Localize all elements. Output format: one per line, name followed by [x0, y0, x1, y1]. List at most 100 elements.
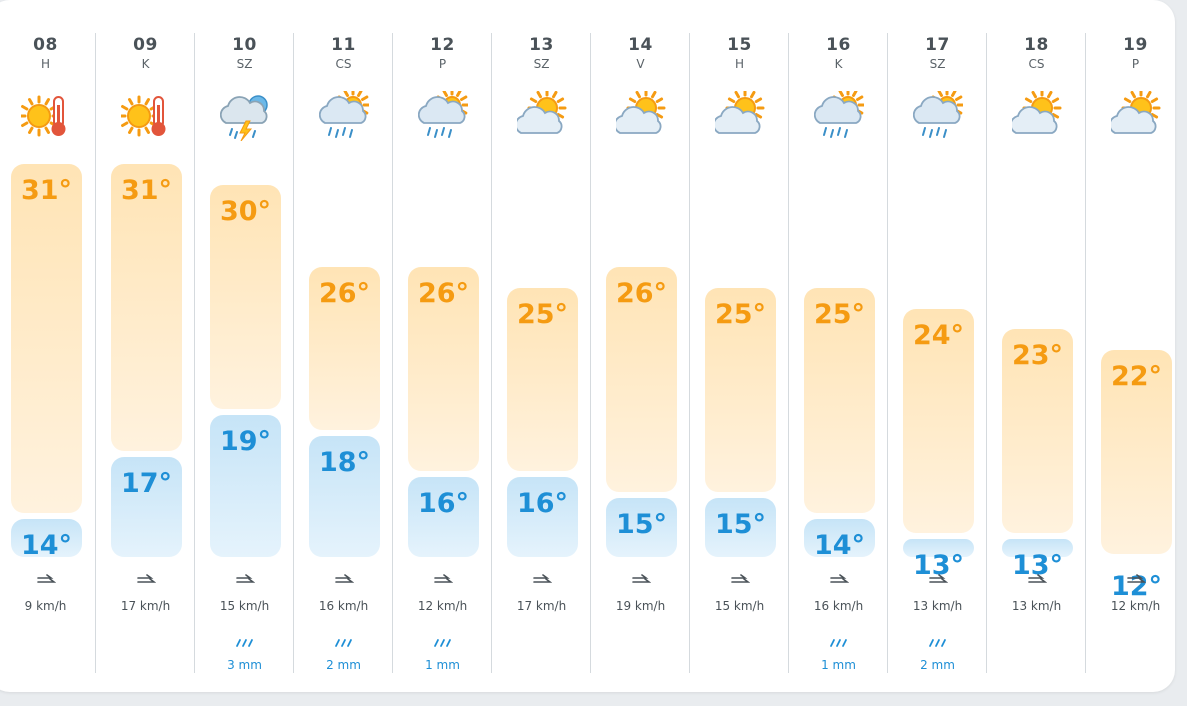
- precipitation: 1 mm: [425, 658, 460, 672]
- wind-icon: [789, 574, 888, 594]
- low-temp: 17°: [120, 467, 173, 499]
- high-temp: 26°: [615, 278, 668, 310]
- low-temp-bar: 13°: [1002, 539, 1073, 581]
- day-column[interactable]: 19 P 22° 12° 12 km/h: [1085, 33, 1185, 673]
- low-temp-bar: 15°: [606, 497, 677, 557]
- day-number: 11: [331, 35, 356, 55]
- low-temp: 13°: [912, 550, 965, 582]
- day-column[interactable]: 09 K 31° 17° 17 km/h: [95, 33, 195, 673]
- wind-icon: [492, 574, 591, 594]
- high-temp-bar: 26°: [309, 267, 380, 430]
- wind-icon: [96, 574, 195, 594]
- wind-speed: 12 km/h: [417, 599, 468, 613]
- partly-cloudy-icon: [712, 88, 765, 141]
- high-temp: 23°: [1011, 340, 1064, 372]
- weekday-abbr: K: [141, 57, 150, 71]
- day-column[interactable]: 08 H 31° 14° 9 km/h: [0, 33, 95, 673]
- forecast-card: 08 H 31° 14° 9 km/h 09 K 3: [0, 0, 1175, 692]
- day-column[interactable]: 17 SZ 24° 13° 13 km/h 2 mm: [887, 33, 987, 673]
- rain-drops-icon: [789, 638, 888, 650]
- partly-cloudy-icon: [514, 88, 567, 141]
- precipitation: 2 mm: [326, 658, 361, 672]
- weekday-abbr: K: [834, 57, 843, 71]
- wind-speed: 15 km/h: [714, 599, 765, 613]
- wind-speed: 12 km/h: [1110, 599, 1161, 613]
- high-temp: 26°: [318, 278, 371, 310]
- high-temp-bar: 26°: [408, 267, 479, 472]
- high-temp-bar: 22°: [1101, 350, 1172, 554]
- day-number: 09: [133, 35, 158, 55]
- partly-cloudy-icon: [613, 88, 666, 141]
- wind-icon: [591, 574, 690, 594]
- day-number: 14: [628, 35, 653, 55]
- wind-icon: [888, 574, 987, 594]
- wind-speed: 16 km/h: [813, 599, 864, 613]
- precipitation: 3 mm: [227, 658, 262, 672]
- high-temp-bar: 25°: [705, 288, 776, 492]
- low-temp-bar: 18°: [309, 435, 380, 557]
- day-column[interactable]: 10 SZ 30° 19° 15 km/h 3 mm: [194, 33, 294, 673]
- wind-speed: 17 km/h: [120, 599, 171, 613]
- sun-rain-icon: [417, 87, 470, 141]
- sun-rain-icon: [813, 87, 866, 141]
- day-number: 19: [1123, 35, 1148, 55]
- low-temp: 14°: [20, 529, 73, 561]
- sun-rain-icon: [318, 87, 371, 141]
- wind-icon: [1086, 574, 1185, 594]
- day-column[interactable]: 11 CS 26° 18° 16 km/h 2 mm: [293, 33, 393, 673]
- weekday-abbr: H: [734, 57, 745, 71]
- day-column[interactable]: 12 P 26° 16° 12 km/h 1 mm: [392, 33, 492, 673]
- weekday-abbr: SZ: [236, 57, 253, 71]
- day-number: 17: [925, 35, 950, 55]
- low-temp: 15°: [615, 508, 668, 540]
- weekday-abbr: SZ: [929, 57, 946, 71]
- precipitation: 2 mm: [920, 658, 955, 672]
- low-temp: 19°: [219, 426, 272, 458]
- weekday-abbr: CS: [1028, 57, 1045, 71]
- low-temp: 12°: [1110, 571, 1163, 602]
- low-temp-bar: 14°: [804, 518, 875, 561]
- low-temp: 16°: [516, 488, 569, 520]
- rain-drops-icon: [393, 638, 492, 650]
- wind-speed: 9 km/h: [24, 599, 67, 613]
- high-temp: 26°: [417, 278, 470, 310]
- high-temp: 31°: [20, 175, 73, 206]
- wind-icon: [195, 574, 294, 594]
- wind-icon: [0, 574, 95, 594]
- wind-icon: [294, 574, 393, 594]
- rain-drops-icon: [294, 638, 393, 650]
- low-temp-bar: 15°: [705, 497, 776, 557]
- day-number: 12: [430, 35, 455, 55]
- wind-icon: [393, 574, 492, 594]
- high-temp-bar: 30°: [210, 184, 281, 410]
- day-number: 15: [727, 35, 752, 55]
- weekday-abbr: CS: [335, 57, 352, 71]
- day-number: 18: [1024, 35, 1049, 55]
- wind-speed: 19 km/h: [615, 599, 666, 613]
- wind-speed: 15 km/h: [219, 599, 270, 613]
- day-column[interactable]: 14 V 26° 15° 19 km/h: [590, 33, 690, 673]
- day-column[interactable]: 13 SZ 25° 16° 17 km/h: [491, 33, 591, 673]
- low-temp: 16°: [417, 488, 470, 520]
- day-column[interactable]: 18 CS 23° 13° 13 km/h: [986, 33, 1086, 673]
- weekday-abbr: H: [40, 57, 51, 71]
- weekday-abbr: V: [636, 57, 645, 71]
- low-temp-bar: 16°: [408, 477, 479, 557]
- hot-sun-icon: [118, 91, 171, 141]
- high-temp-bar: 25°: [507, 288, 578, 472]
- high-temp: 25°: [813, 299, 866, 331]
- wind-icon: [987, 574, 1086, 594]
- low-temp: 13°: [1011, 550, 1064, 582]
- rain-drops-icon: [195, 638, 294, 650]
- wind-speed: 16 km/h: [318, 599, 369, 613]
- low-temp: 18°: [318, 446, 371, 478]
- day-column[interactable]: 16 K 25° 14° 16 km/h 1 mm: [788, 33, 888, 673]
- thunderstorm-icon: [219, 91, 270, 142]
- low-temp-bar: 16°: [507, 477, 578, 557]
- rain-drops-icon: [888, 638, 987, 650]
- weekday-abbr: P: [1131, 57, 1140, 71]
- high-temp-bar: 26°: [606, 267, 677, 492]
- low-temp-bar: 19°: [210, 415, 281, 557]
- day-column[interactable]: 15 H 25° 15° 15 km/h: [689, 33, 789, 673]
- high-temp: 31°: [120, 175, 173, 206]
